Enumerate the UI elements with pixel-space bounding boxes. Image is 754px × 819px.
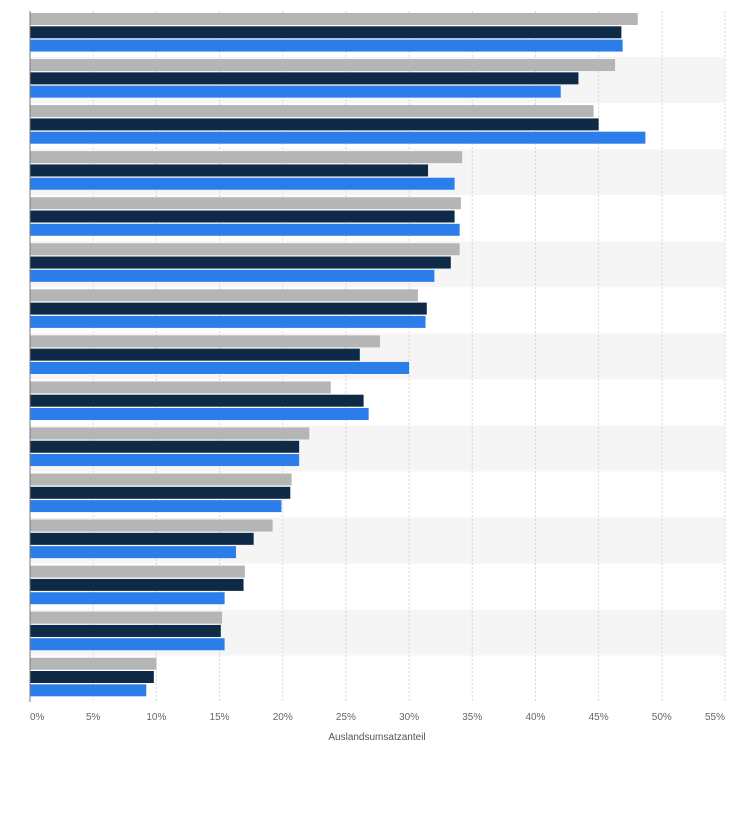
x-tick-label: 15% — [210, 712, 230, 723]
x-tick-label: 10% — [146, 712, 166, 723]
bar — [30, 302, 427, 315]
bar — [30, 500, 282, 513]
bar — [30, 473, 292, 486]
bar — [30, 151, 463, 164]
bar — [30, 197, 461, 210]
x-tick-label: 5% — [86, 712, 101, 723]
x-tick-label: 35% — [462, 712, 482, 723]
bar — [30, 546, 236, 559]
x-tick-label: 25% — [336, 712, 356, 723]
bar — [30, 486, 291, 499]
bar — [30, 210, 455, 223]
bar — [30, 348, 360, 361]
x-tick-label: 0% — [30, 712, 45, 723]
bar — [30, 638, 225, 651]
bar — [30, 13, 638, 25]
bar — [30, 578, 244, 591]
bar — [30, 269, 435, 282]
bar — [30, 532, 254, 545]
bar — [30, 381, 331, 394]
bar — [30, 684, 147, 697]
bar — [30, 408, 369, 420]
bar — [30, 440, 300, 453]
bar — [30, 39, 623, 52]
bar — [30, 131, 646, 144]
x-tick-label: 20% — [273, 712, 293, 723]
bar — [30, 565, 245, 578]
x-tick-label: 55% — [705, 712, 725, 723]
bar — [30, 223, 460, 236]
bar — [30, 611, 223, 624]
bar — [30, 256, 451, 269]
x-tick-label: 30% — [399, 712, 419, 723]
bar — [30, 624, 221, 637]
bar — [30, 454, 300, 467]
bar — [30, 26, 622, 39]
x-tick-label: 50% — [652, 712, 672, 723]
bar — [30, 72, 579, 85]
bar — [30, 671, 154, 683]
bar — [30, 289, 418, 302]
bars — [30, 13, 646, 697]
x-tick-label: 40% — [525, 712, 545, 723]
bar — [30, 118, 599, 131]
bar — [30, 85, 561, 98]
bar — [30, 105, 594, 118]
bar — [30, 361, 410, 374]
x-tick-label: 45% — [589, 712, 609, 723]
bar — [30, 177, 455, 190]
bar — [30, 335, 381, 348]
bar — [30, 427, 310, 440]
x-axis-title: Auslandsumsatzanteil — [328, 732, 425, 743]
x-tick-labels: 0% 5% 10% 15% 20% 25% 30% 35% 40% 45% 50% 55% — [30, 712, 725, 723]
bar — [30, 59, 616, 72]
bar — [30, 394, 364, 407]
bar — [30, 657, 157, 670]
bar — [30, 519, 273, 532]
bar — [30, 315, 426, 328]
bar — [30, 243, 460, 256]
bar — [30, 592, 225, 605]
bar — [30, 164, 429, 177]
